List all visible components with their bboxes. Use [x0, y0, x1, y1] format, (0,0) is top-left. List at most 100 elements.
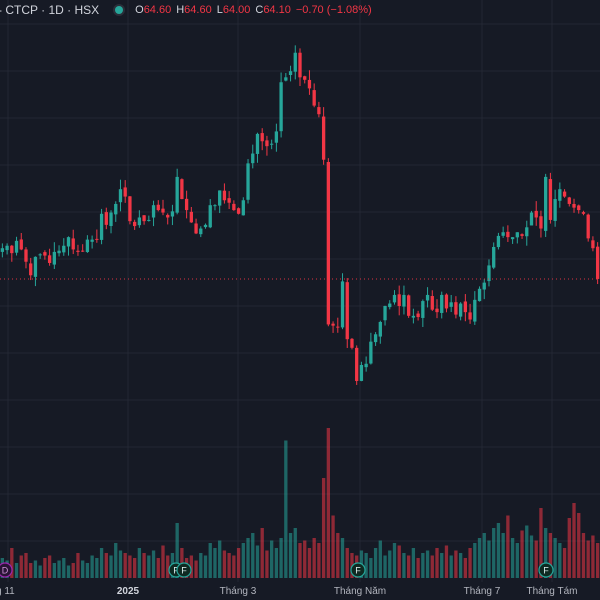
volume-bar: [430, 555, 434, 578]
volume-bar: [123, 553, 127, 578]
volume-bar: [19, 555, 23, 578]
volume-bar: [510, 538, 515, 578]
volume-bar: [203, 555, 208, 578]
candle-body: [95, 238, 99, 240]
volume-bar: [62, 558, 66, 578]
volume-bar: [392, 543, 397, 578]
volume-bar: [482, 533, 486, 578]
candle-body: [435, 308, 439, 313]
candle-body: [5, 245, 9, 251]
volume-bar: [407, 555, 411, 578]
candle-body: [364, 363, 368, 368]
volume-bar: [496, 523, 501, 578]
candle-body: [525, 227, 529, 237]
volume-bar: [364, 553, 368, 578]
candle-body: [544, 176, 548, 231]
volume-bar: [548, 533, 553, 578]
volume-bar: [373, 548, 378, 578]
time-axis-tick-label: Tháng 3: [220, 586, 257, 597]
volume-bar: [24, 553, 28, 578]
candle-body: [99, 213, 104, 240]
volume-bar: [114, 543, 118, 578]
volume-bar: [397, 545, 401, 578]
candle-body: [109, 212, 113, 227]
volume-bar: [567, 518, 571, 578]
candle-body: [482, 282, 486, 290]
candle-body: [236, 208, 241, 214]
volume-bar: [194, 560, 198, 578]
volume-bar: [595, 543, 600, 578]
volume-bar: [199, 553, 203, 578]
volume-bar: [189, 555, 193, 578]
candle-body: [19, 239, 23, 250]
candle-body: [123, 187, 127, 197]
volume-bar: [307, 548, 312, 578]
volume-bar: [303, 540, 307, 578]
volume-bar: [293, 528, 297, 578]
candle-body: [468, 312, 472, 320]
candle-body: [114, 203, 118, 215]
candle-body: [407, 295, 411, 316]
volume-bar: [109, 555, 113, 578]
volume-bar: [236, 548, 241, 578]
volume-bar: [270, 540, 274, 578]
candle-body: [175, 176, 179, 213]
candle-body: [336, 326, 340, 328]
candle-body: [326, 161, 330, 325]
candle-body: [137, 217, 142, 226]
candle-body: [359, 365, 364, 381]
volume-bar: [166, 555, 170, 578]
chart-grid: [0, 0, 600, 582]
volume-bar: [558, 543, 562, 578]
volume-bar: [232, 555, 236, 578]
volume-bar: [321, 478, 326, 578]
candle-body: [355, 347, 359, 381]
symbol-title[interactable]: - CTCP · 1D · HSX: [0, 3, 100, 17]
volume-bar: [421, 553, 425, 578]
volume-bar: [458, 553, 463, 578]
candle-body: [279, 82, 283, 132]
candle-body: [47, 255, 52, 263]
candle-body: [539, 216, 543, 229]
candle-body: [458, 303, 463, 317]
candle-body: [265, 140, 269, 147]
price-candles: [0, 45, 600, 385]
candle-body: [496, 235, 501, 248]
close-value: 64.10: [263, 4, 291, 16]
candle-body: [477, 288, 482, 302]
volume-bar: [132, 558, 137, 578]
candle-body: [104, 212, 108, 225]
volume-bar: [10, 548, 14, 578]
volume-bar: [553, 538, 557, 578]
time-axis-tick-label: Tháng Năm: [334, 586, 386, 597]
volume-bar: [175, 523, 179, 578]
volume-bar: [128, 555, 132, 578]
candle-body: [562, 191, 567, 197]
candle-body: [151, 205, 156, 218]
volume-bar: [95, 558, 99, 578]
volume-bar: [529, 535, 534, 578]
volume-bar: [118, 550, 123, 578]
volume-bar: [284, 440, 288, 578]
candle-body: [132, 221, 137, 227]
candle-body: [184, 198, 189, 211]
candle-body: [534, 210, 538, 218]
candle-body: [10, 245, 14, 254]
candle-body: [553, 199, 557, 221]
volume-bar: [487, 540, 491, 578]
open-value: 64.60: [143, 4, 172, 16]
volume-bar: [213, 548, 217, 578]
volume-bar: [29, 563, 33, 578]
volume-bar: [520, 530, 524, 578]
volume-bar: [331, 515, 335, 578]
candle-body: [81, 250, 85, 252]
candle-body: [397, 294, 401, 306]
volume-bar: [222, 550, 227, 578]
candle-body: [595, 246, 600, 279]
candle-body: [506, 231, 510, 238]
volume-bar: [515, 543, 519, 578]
candle-body: [510, 237, 515, 240]
